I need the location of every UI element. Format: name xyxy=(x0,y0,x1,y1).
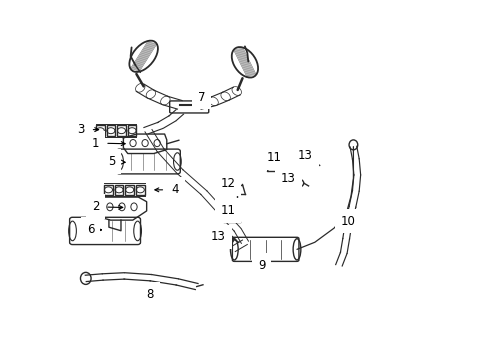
Bar xyxy=(106,125,115,136)
Text: 8: 8 xyxy=(146,288,153,301)
Text: 6: 6 xyxy=(87,223,101,236)
Text: 13: 13 xyxy=(297,149,312,162)
Text: 11: 11 xyxy=(266,151,281,164)
Text: 1: 1 xyxy=(91,137,125,150)
Bar xyxy=(125,185,134,195)
Bar xyxy=(117,125,125,136)
Text: 5: 5 xyxy=(107,155,125,168)
Text: 4: 4 xyxy=(154,183,179,196)
Bar xyxy=(127,125,136,136)
Bar xyxy=(115,185,123,195)
Text: 10: 10 xyxy=(340,215,355,227)
Text: 3: 3 xyxy=(77,123,98,136)
Text: 9: 9 xyxy=(257,259,265,272)
Text: 13: 13 xyxy=(280,172,295,185)
Bar xyxy=(96,125,105,136)
Text: 13: 13 xyxy=(211,231,226,243)
Text: 2: 2 xyxy=(91,200,122,213)
Text: 11: 11 xyxy=(220,204,235,217)
Bar xyxy=(136,185,144,195)
Text: 12: 12 xyxy=(220,177,235,190)
Text: 7: 7 xyxy=(197,91,205,104)
Bar xyxy=(104,185,113,195)
